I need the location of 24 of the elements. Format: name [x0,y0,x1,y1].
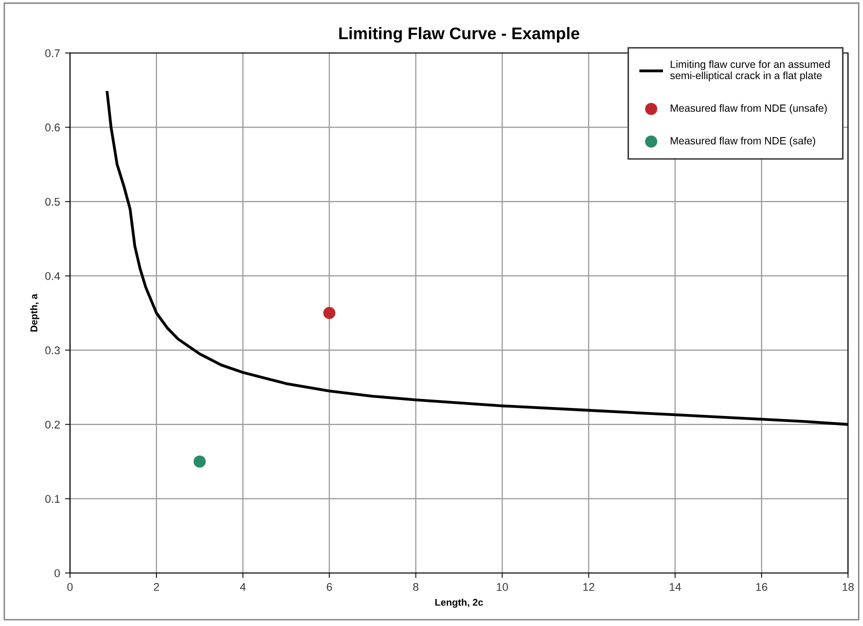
x-tick-label: 6 [326,583,332,591]
x-tick-label: 14 [670,583,681,591]
legend-label: Limiting flaw curve for an assumed semi-elliptical crack in a flat plate [670,60,830,82]
x-tick-label: 4 [240,583,246,591]
y-axis-title: Depth, a [30,294,40,332]
y-tick-label: 0 [54,569,60,578]
x-tick-label: 16 [756,583,768,591]
legend-label: Measured flaw from NDE (unsafe) [670,104,827,114]
y-tick-label: 0.5 [45,198,60,206]
x-tick-label: 12 [583,583,594,591]
y-tick-label: 0.1 [45,494,60,503]
x-tick-label: 2 [154,583,159,591]
x-axis-title: Length, 2c [435,598,484,608]
x-tick-label: 8 [413,583,418,591]
x-tick-label: 10 [496,583,508,591]
x-tick-label: 0 [67,583,73,591]
y-tick-label: 0.7 [45,49,60,58]
y-tick-label: 0.6 [45,124,60,132]
chart-title: Limiting Flaw Curve - Example [339,27,580,43]
y-tick-label: 0.4 [45,272,60,280]
x-tick-label: 18 [842,583,854,591]
y-tick-label: 0.3 [45,346,60,354]
y-tick-label: 0.2 [45,420,60,429]
legend-label: Measured flaw from NDE (safe) [670,136,816,146]
